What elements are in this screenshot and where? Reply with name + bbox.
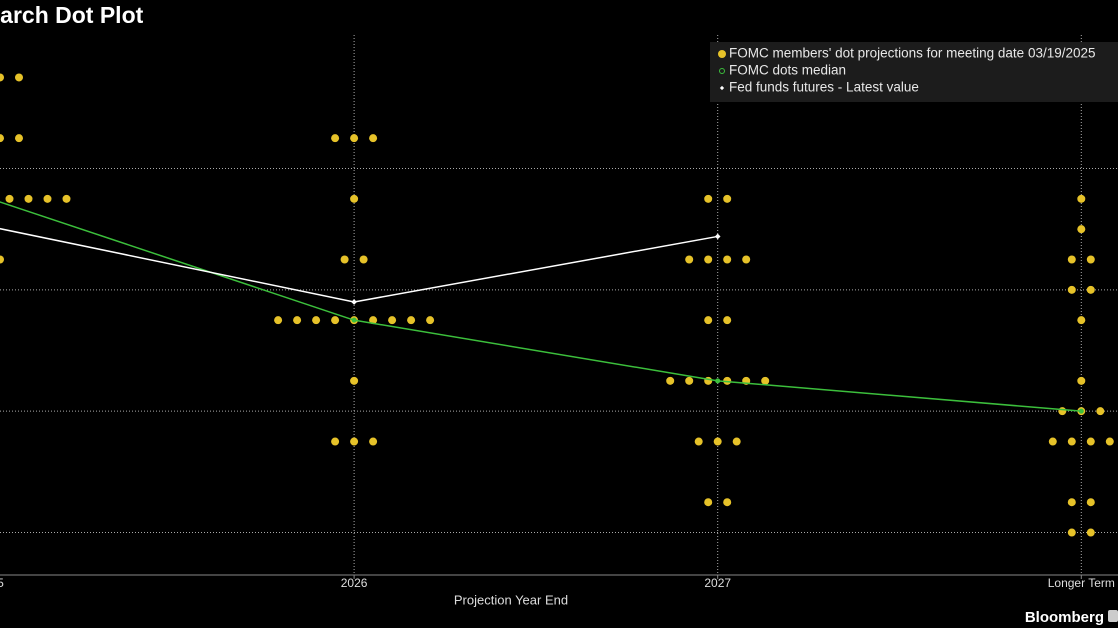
dot [1096, 407, 1105, 416]
dot [359, 255, 368, 264]
dot [1105, 437, 1114, 446]
dot [1067, 255, 1076, 264]
dot [694, 437, 703, 446]
dot [761, 376, 770, 385]
dot [350, 437, 359, 446]
dot [407, 316, 416, 325]
legend-label: FOMC dots median [729, 63, 846, 78]
dot [1086, 528, 1095, 537]
dot [704, 194, 713, 203]
dot [1086, 285, 1095, 294]
dot [331, 134, 340, 143]
dot [0, 255, 4, 264]
dot [426, 316, 435, 325]
legend-box [710, 42, 1118, 102]
dot [723, 316, 732, 325]
dot [350, 194, 359, 203]
dot [1048, 437, 1057, 446]
dot [0, 134, 4, 143]
dot [742, 255, 751, 264]
x-tick-label: 2027 [704, 576, 731, 590]
x-axis-label: Projection Year End [454, 592, 568, 607]
legend: FOMC members' dot projections for meetin… [710, 42, 1118, 102]
plot [0, 73, 1114, 537]
legend-label: FOMC members' dot projections for meetin… [729, 46, 1096, 61]
dot [723, 376, 732, 385]
dot [1086, 437, 1095, 446]
dot [274, 316, 283, 325]
legend-label: Fed funds futures - Latest value [729, 80, 919, 95]
logo-icon [1108, 610, 1118, 622]
median-point [715, 378, 721, 384]
dot [350, 376, 359, 385]
dot [1086, 255, 1095, 264]
futures-point [351, 299, 357, 305]
dot [15, 73, 23, 82]
dot [1067, 498, 1076, 507]
dot [1077, 225, 1086, 234]
x-tick-label: 2025 [0, 576, 4, 590]
dot [24, 194, 33, 203]
dot [0, 73, 4, 82]
dot [369, 437, 378, 446]
legend-swatch [719, 68, 725, 74]
dot [369, 316, 378, 325]
line [0, 201, 1082, 412]
dot [723, 498, 732, 507]
dot [1077, 316, 1086, 325]
dot [704, 255, 713, 264]
dot [312, 316, 321, 325]
x-tick-label: Longer Term [1048, 576, 1115, 590]
dot [293, 316, 302, 325]
dot [388, 316, 397, 325]
dot [685, 376, 694, 385]
legend-swatch [718, 50, 726, 58]
grid: 2025 2026 2027 Longer Term [0, 35, 1118, 590]
dot [5, 194, 14, 203]
dot [1067, 437, 1076, 446]
dot [1067, 528, 1076, 537]
median-point [351, 317, 357, 323]
x-tick-label: 2026 [341, 576, 368, 590]
dot [1077, 194, 1086, 203]
dot [1077, 376, 1086, 385]
dot [15, 134, 23, 143]
dot [713, 437, 722, 446]
futures-point [714, 233, 721, 240]
dot [666, 376, 675, 385]
chart-title: March Dot Plot [0, 2, 144, 28]
dot [1058, 407, 1067, 416]
dot [331, 437, 340, 446]
dot [62, 194, 71, 203]
dot [340, 255, 349, 264]
dot [369, 134, 378, 143]
dot [732, 437, 741, 446]
dot [331, 316, 340, 325]
dot [704, 316, 713, 325]
median-point [1078, 408, 1084, 414]
dot [723, 194, 732, 203]
dot [43, 194, 52, 203]
source: Bloomberg [1025, 609, 1104, 626]
dot [704, 498, 713, 507]
dot [350, 134, 359, 143]
dot [723, 255, 732, 264]
dot [1067, 285, 1076, 294]
dot [1086, 498, 1095, 507]
dot [685, 255, 694, 264]
